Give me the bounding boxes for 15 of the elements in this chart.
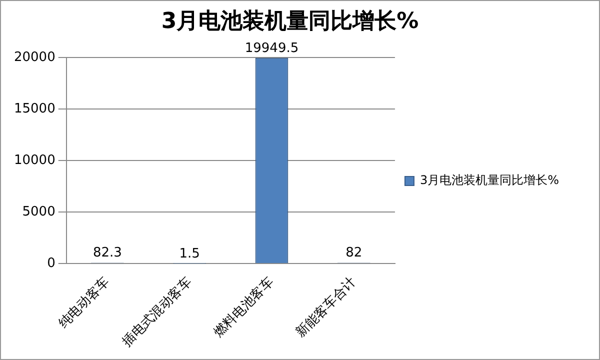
x-tick-label: 纯电动客车: [55, 274, 113, 332]
y-tick-label: 20000: [14, 50, 56, 65]
x-tick-label: 新能客车合计: [292, 274, 360, 341]
x-tick-label: 燃料电池客车: [210, 274, 277, 341]
y-tick-label: 15000: [14, 101, 56, 116]
data-label: 19949.5: [244, 40, 299, 56]
x-tick-label: 插电式混动客车: [119, 274, 195, 350]
chart-title: 3月电池装机量同比增长%: [161, 8, 419, 34]
data-label: 1.5: [179, 246, 200, 262]
y-tick-label: 5000: [22, 204, 56, 220]
legend-label: 3月电池装机量同比增长%: [420, 173, 560, 188]
y-tick-label: 10000: [14, 152, 56, 168]
data-label: 82: [346, 246, 362, 261]
y-tick-label: 0: [47, 256, 56, 271]
data-label: 82.3: [92, 246, 122, 261]
